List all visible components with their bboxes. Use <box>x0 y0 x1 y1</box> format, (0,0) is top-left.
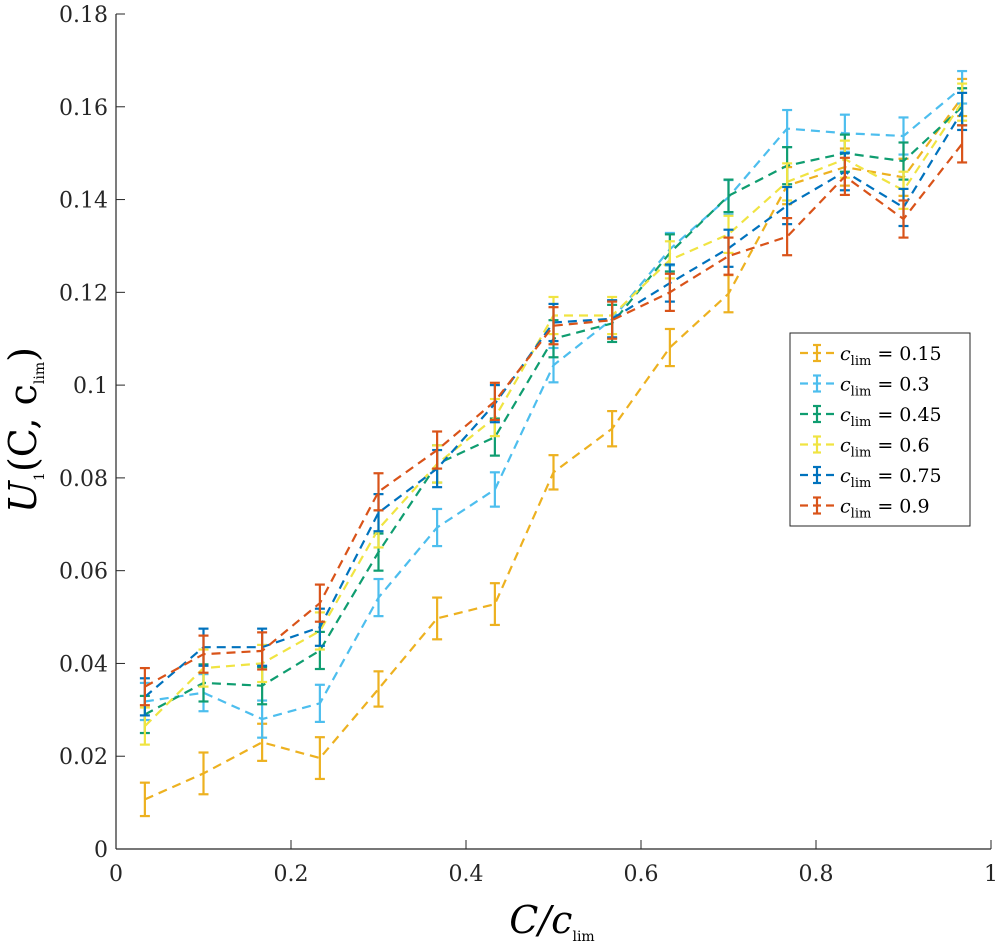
error-bar <box>257 631 268 671</box>
x-axis-label-sub: lim <box>572 929 594 943</box>
x-tick-label: 0.4 <box>449 862 484 887</box>
error-bar <box>314 683 325 723</box>
x-tick-label: 0.2 <box>274 862 309 887</box>
error-bar <box>373 472 384 512</box>
error-bar <box>664 327 675 368</box>
error-bar <box>664 272 675 312</box>
error-bar <box>548 306 559 346</box>
legend-label: clim = 0.6 <box>840 435 930 461</box>
legend-entry-5: clim = 0.9 <box>800 496 930 522</box>
error-bar <box>607 409 618 448</box>
y-axis-label-end: ) <box>1 347 45 362</box>
error-bar <box>489 381 500 422</box>
x-axis-label-main: C/c <box>509 898 572 942</box>
y-tick-label: 0.02 <box>59 745 108 770</box>
y-tick-label: 0.1 <box>73 374 108 399</box>
legend-entry-0: clim = 0.15 <box>800 343 942 369</box>
legend-entry-4: clim = 0.75 <box>800 465 942 491</box>
x-tick-label: 0.6 <box>624 862 659 887</box>
error-bar <box>839 156 850 197</box>
x-tick-label: 0.8 <box>799 862 834 887</box>
y-axis-label-mid: (C, c <box>1 384 45 472</box>
error-bar <box>314 583 325 623</box>
svg-text:U1(C, clim): U1(C, clim) <box>1 347 48 513</box>
legend-box <box>789 332 971 527</box>
error-bar <box>548 454 559 491</box>
error-bar <box>373 670 384 708</box>
axes-layer: 0 0.2 0.4 0.6 0.8 1 0 0.02 0.04 0.06 0.08 0.1 0.12 0.… <box>59 3 997 887</box>
x-axis-label: C/clim <box>509 898 594 943</box>
error-bar <box>432 430 443 470</box>
error-bar <box>723 274 734 314</box>
y-tick-label: 0.06 <box>59 560 108 585</box>
y-tick-label: 0.04 <box>59 652 108 677</box>
error-bar <box>198 634 209 674</box>
error-bar <box>607 300 618 340</box>
error-bar <box>139 666 150 707</box>
error-bar <box>489 582 500 627</box>
series-layer <box>139 69 968 818</box>
y-axis-label-sub2: lim <box>32 362 48 384</box>
error-bar <box>723 236 734 276</box>
y-tick-label: 0.14 <box>59 189 108 214</box>
error-bar <box>432 596 443 641</box>
y-tick-label: 0.12 <box>59 281 108 306</box>
legend-entry-1: clim = 0.3 <box>800 374 930 400</box>
error-bar <box>139 781 150 818</box>
series-5 <box>139 124 968 707</box>
error-bar <box>782 108 793 149</box>
error-bar <box>898 199 909 239</box>
svg-text:C/clim: C/clim <box>509 898 594 943</box>
error-bar <box>723 178 734 214</box>
error-bar <box>432 507 443 548</box>
y-axis-label-main: U <box>1 479 45 513</box>
legend-label: clim = 0.75 <box>840 465 942 491</box>
y-axis-label: U1(C, clim) <box>1 347 48 513</box>
x-tick-label: 0 <box>109 862 123 887</box>
error-bar <box>373 577 384 618</box>
legend-entry-3: clim = 0.6 <box>800 435 930 461</box>
x-tick-label: 1 <box>984 862 997 887</box>
legend-entry-2: clim = 0.45 <box>800 404 942 430</box>
error-bar <box>314 736 325 781</box>
legend-label: clim = 0.15 <box>840 343 942 369</box>
error-bar <box>782 217 793 257</box>
error-bar <box>198 751 209 796</box>
y-axis-label-sub1: 1 <box>32 472 48 481</box>
y-tick-label: 0.18 <box>59 3 108 28</box>
series-line <box>144 143 963 688</box>
legend: clim = 0.15 clim = 0.3 clim = 0.45 clim = 0… <box>789 332 971 527</box>
y-tick-label: 0.16 <box>59 96 108 121</box>
error-bar <box>489 471 500 508</box>
error-bar <box>957 124 968 164</box>
legend-label: clim = 0.9 <box>840 496 930 522</box>
legend-label: clim = 0.45 <box>840 404 942 430</box>
y-tick-label: 0 <box>94 838 108 863</box>
y-tick-label: 0.08 <box>59 467 108 492</box>
legend-label: clim = 0.3 <box>840 374 930 400</box>
